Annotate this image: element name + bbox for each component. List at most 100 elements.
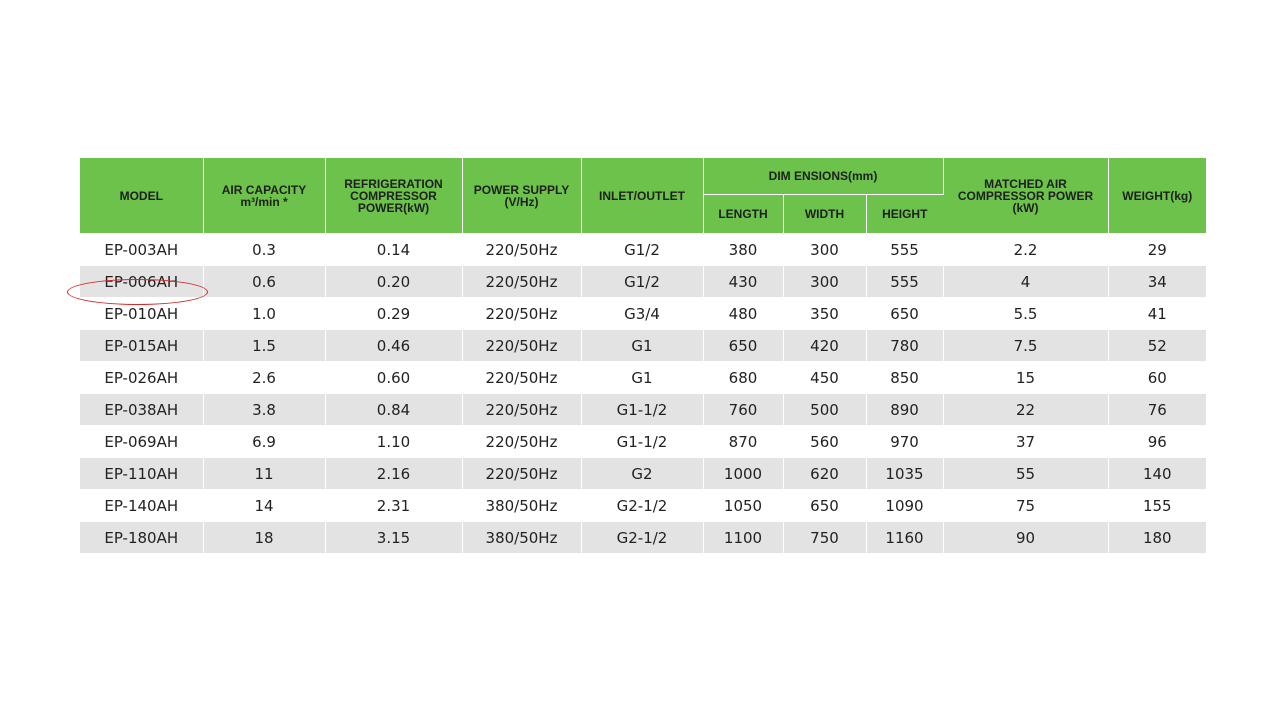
cell-height: 970	[866, 425, 944, 458]
cell-inlet-outlet: G2	[581, 457, 704, 490]
cell-weight: 140	[1108, 457, 1207, 490]
cell-air-capacity: 3.8	[203, 393, 326, 426]
cell-length: 680	[703, 361, 784, 394]
table-row: EP-010AH 1.0 0.29 220/50Hz G3/4 480 350 650 5.5 4…	[80, 297, 1207, 330]
table-row: EP-110AH 11 2.16 220/50Hz G2 1000 620 1035 55 140	[80, 457, 1207, 490]
cell-air-capacity: 0.6	[203, 265, 326, 298]
cell-matched-power: 22	[943, 393, 1109, 426]
cell-width: 750	[783, 521, 867, 553]
cell-length: 1050	[703, 489, 784, 522]
table-row: EP-038AH 3.8 0.84 220/50Hz G1-1/2 760 500 890 22…	[80, 393, 1207, 426]
cell-model: EP-026AH	[80, 361, 204, 394]
cell-model: EP-006AH	[80, 265, 204, 298]
cell-model: EP-003AH	[80, 233, 204, 266]
cell-power-supply: 220/50Hz	[462, 393, 582, 426]
cell-matched-power: 55	[943, 457, 1109, 490]
cell-height: 1035	[866, 457, 944, 490]
table-row: EP-026AH 2.6 0.60 220/50Hz G1 680 450 850 15 60	[80, 361, 1207, 394]
cell-air-capacity: 2.6	[203, 361, 326, 394]
cell-weight: 29	[1108, 233, 1207, 266]
cell-width: 350	[783, 297, 867, 330]
table-row: EP-069AH 6.9 1.10 220/50Hz G1-1/2 870 560 970 37…	[80, 425, 1207, 458]
header-power-supply: POWER SUPPLY (V/Hz)	[462, 158, 582, 234]
cell-air-capacity: 6.9	[203, 425, 326, 458]
header-length: LENGTH	[703, 194, 784, 234]
table-body: EP-003AH 0.3 0.14 220/50Hz G1/2 380 300 555 2.2 2…	[80, 233, 1207, 553]
cell-refrigeration-power: 3.15	[325, 521, 463, 553]
cell-refrigeration-power: 2.31	[325, 489, 463, 522]
cell-height: 780	[866, 329, 944, 362]
cell-air-capacity: 18	[203, 521, 326, 553]
cell-air-capacity: 0.3	[203, 233, 326, 266]
cell-length: 870	[703, 425, 784, 458]
header-air-capacity: AIR CAPACITY m³/min *	[203, 158, 326, 234]
header-height: HEIGHT	[866, 194, 944, 234]
cell-model: EP-110AH	[80, 457, 204, 490]
cell-power-supply: 220/50Hz	[462, 361, 582, 394]
cell-air-capacity: 1.0	[203, 297, 326, 330]
cell-power-supply: 220/50Hz	[462, 329, 582, 362]
cell-height: 650	[866, 297, 944, 330]
cell-width: 560	[783, 425, 867, 458]
cell-weight: 34	[1108, 265, 1207, 298]
spec-table: MODEL AIR CAPACITY m³/min * REFRIGERATIO…	[80, 158, 1207, 553]
cell-power-supply: 220/50Hz	[462, 297, 582, 330]
table-row: EP-180AH 18 3.15 380/50Hz G2-1/2 1100 750 1160 9…	[80, 521, 1207, 553]
header-power-supply-label: POWER SUPPLY	[473, 182, 570, 197]
cell-air-capacity: 11	[203, 457, 326, 490]
cell-matched-power: 90	[943, 521, 1109, 553]
cell-power-supply: 220/50Hz	[462, 457, 582, 490]
cell-width: 300	[783, 233, 867, 266]
cell-matched-power: 2.2	[943, 233, 1109, 266]
table-header: MODEL AIR CAPACITY m³/min * REFRIGERATIO…	[80, 158, 1207, 234]
cell-model: EP-069AH	[80, 425, 204, 458]
cell-air-capacity: 14	[203, 489, 326, 522]
header-model: MODEL	[80, 158, 204, 234]
header-matched-power: MATCHED AIR COMPRESSOR POWER (kW)	[943, 158, 1109, 234]
spec-table-container: MODEL AIR CAPACITY m³/min * REFRIGERATIO…	[80, 158, 1207, 553]
cell-height: 890	[866, 393, 944, 426]
header-dimensions: DIM ENSIONS(mm)	[703, 158, 944, 195]
cell-width: 650	[783, 489, 867, 522]
table-row: EP-140AH 14 2.31 380/50Hz G2-1/2 1050 650 1090 7…	[80, 489, 1207, 522]
cell-weight: 52	[1108, 329, 1207, 362]
cell-height: 1160	[866, 521, 944, 553]
cell-inlet-outlet: G1	[581, 361, 704, 394]
header-air-capacity-label: AIR CAPACITY	[221, 182, 307, 197]
cell-refrigeration-power: 0.29	[325, 297, 463, 330]
cell-inlet-outlet: G2-1/2	[581, 489, 704, 522]
cell-refrigeration-power: 0.14	[325, 233, 463, 266]
cell-length: 1100	[703, 521, 784, 553]
header-air-capacity-unit: m³/min *	[240, 194, 288, 209]
cell-matched-power: 5.5	[943, 297, 1109, 330]
cell-inlet-outlet: G1-1/2	[581, 393, 704, 426]
cell-inlet-outlet: G2-1/2	[581, 521, 704, 553]
cell-height: 555	[866, 265, 944, 298]
cell-matched-power: 4	[943, 265, 1109, 298]
cell-refrigeration-power: 2.16	[325, 457, 463, 490]
cell-length: 650	[703, 329, 784, 362]
header-width: WIDTH	[783, 194, 867, 234]
cell-length: 760	[703, 393, 784, 426]
cell-length: 480	[703, 297, 784, 330]
cell-model: EP-038AH	[80, 393, 204, 426]
cell-power-supply: 220/50Hz	[462, 265, 582, 298]
cell-weight: 60	[1108, 361, 1207, 394]
cell-refrigeration-power: 0.60	[325, 361, 463, 394]
cell-height: 555	[866, 233, 944, 266]
cell-refrigeration-power: 0.84	[325, 393, 463, 426]
cell-length: 380	[703, 233, 784, 266]
cell-weight: 180	[1108, 521, 1207, 553]
cell-width: 500	[783, 393, 867, 426]
cell-refrigeration-power: 0.46	[325, 329, 463, 362]
cell-weight: 155	[1108, 489, 1207, 522]
cell-power-supply: 220/50Hz	[462, 425, 582, 458]
cell-weight: 41	[1108, 297, 1207, 330]
cell-air-capacity: 1.5	[203, 329, 326, 362]
cell-length: 1000	[703, 457, 784, 490]
header-refrigeration-power: REFRIGERATION COMPRESSOR POWER(kW)	[325, 158, 463, 234]
cell-inlet-outlet: G1/2	[581, 233, 704, 266]
cell-inlet-outlet: G1-1/2	[581, 425, 704, 458]
cell-refrigeration-power: 0.20	[325, 265, 463, 298]
cell-power-supply: 380/50Hz	[462, 489, 582, 522]
